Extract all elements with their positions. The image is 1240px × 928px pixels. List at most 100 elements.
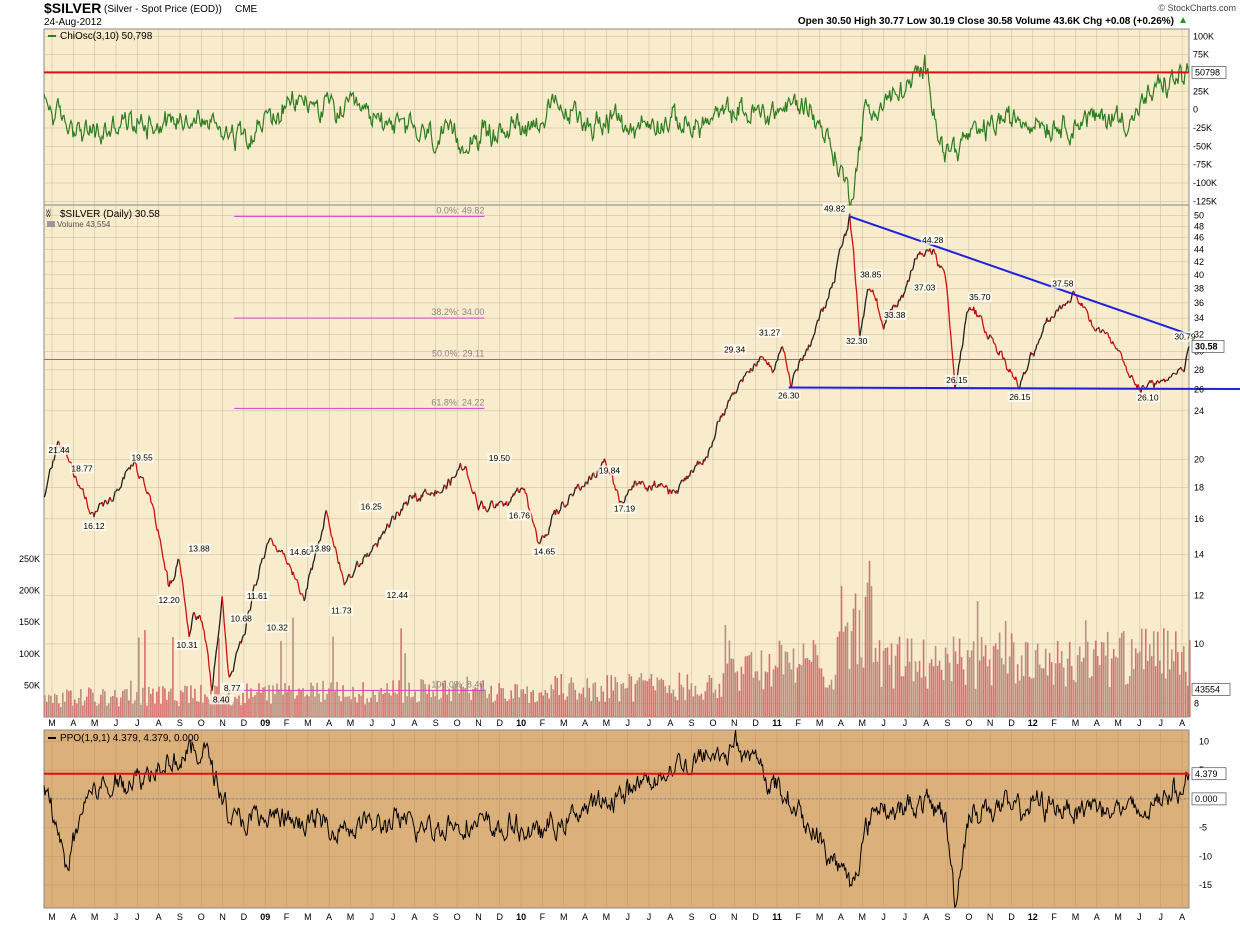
volume-bar xyxy=(970,650,973,717)
volume-bar xyxy=(766,672,769,717)
volume-bar xyxy=(1036,643,1039,717)
volume-bar xyxy=(450,701,452,717)
volume-bar xyxy=(496,694,498,717)
volume-bar xyxy=(760,650,763,717)
volume-bar xyxy=(526,686,529,717)
watermark: © StockCharts.com xyxy=(1158,3,1236,13)
x-tick-label: J xyxy=(647,718,652,728)
volume-bar xyxy=(704,691,707,717)
osc-y-tick: 0 xyxy=(1193,105,1198,115)
volume-bar xyxy=(906,638,909,717)
volume-bar xyxy=(292,617,294,717)
volume-bar xyxy=(284,682,286,717)
price-annotation: 13.89 xyxy=(310,543,332,553)
volume-bar xyxy=(860,657,863,717)
volume-bar xyxy=(618,701,621,717)
volume-bar xyxy=(816,655,819,717)
x-tick-label: M xyxy=(1114,718,1122,728)
volume-bar xyxy=(992,646,995,717)
volume-bar xyxy=(256,692,258,717)
volume-bar xyxy=(484,689,486,717)
volume-bar xyxy=(826,687,829,717)
fibonacci-retracement: 0.0%: 49.82 38.2%: 34.00 50.0%: 29.11 61.8%… xyxy=(44,205,1189,691)
annotation-bg xyxy=(245,591,270,602)
fib-level-label: 100.0%: 8.40 xyxy=(431,679,484,689)
volume-bar xyxy=(884,648,887,717)
volume-bar xyxy=(1082,657,1085,717)
volume-bar xyxy=(982,656,985,717)
volume-bar xyxy=(244,703,246,717)
volume-bar xyxy=(1176,652,1179,717)
x-tick-label: M xyxy=(858,718,866,728)
volume-bar xyxy=(946,653,949,717)
volume-bar xyxy=(706,682,709,717)
volume-bar xyxy=(154,703,156,717)
volume-bar xyxy=(672,689,675,717)
trendlines xyxy=(788,215,1240,391)
price-y-tick: 36 xyxy=(1194,298,1204,308)
volume-bar xyxy=(548,698,551,717)
volume-bar xyxy=(710,677,713,717)
volume-bar xyxy=(260,692,262,717)
volume-bar xyxy=(1080,661,1083,717)
volume-bar xyxy=(1186,685,1189,717)
fib-level-label: 38.2%: 34.00 xyxy=(431,307,484,317)
volume-bar xyxy=(176,700,178,717)
volume-bar xyxy=(382,694,384,717)
volume-bar xyxy=(364,704,366,717)
x-tick-label: M xyxy=(347,718,355,728)
volume-bar xyxy=(302,688,304,717)
volume-bar xyxy=(668,685,671,717)
volume-bar xyxy=(1180,651,1183,717)
price-line-down xyxy=(52,213,1185,691)
volume-bar xyxy=(420,679,422,717)
volume-bar xyxy=(462,687,464,717)
volume-bar xyxy=(108,703,110,717)
volume-bar xyxy=(384,692,386,717)
volume-bar xyxy=(386,683,388,717)
annotation-bg xyxy=(220,682,245,693)
volume-bar xyxy=(932,666,935,717)
volume-bar xyxy=(446,694,448,717)
volume-bar xyxy=(638,677,641,717)
price-y-tick: 24 xyxy=(1194,406,1204,416)
x-tick-label: O xyxy=(709,718,716,728)
volume-bar xyxy=(426,693,428,717)
volume-bar xyxy=(430,697,432,717)
volume-bar xyxy=(206,696,208,717)
volume-bar xyxy=(534,702,537,717)
volume-bar xyxy=(232,701,234,717)
annotation-bg xyxy=(882,310,907,321)
volume-bar xyxy=(870,586,873,717)
volume-bar xyxy=(832,689,835,717)
volume-bar xyxy=(576,699,579,717)
x-tick-label: M xyxy=(48,912,56,922)
volume-bar xyxy=(320,702,322,717)
volume-bar xyxy=(288,685,290,717)
volume-bar xyxy=(994,643,997,717)
volume-bar xyxy=(902,676,905,717)
x-tick-label: J xyxy=(625,912,630,922)
annotation-bg xyxy=(329,605,354,616)
volume-bar xyxy=(840,585,843,717)
annotation-bg xyxy=(1172,331,1197,342)
volume-bar xyxy=(894,655,897,717)
volume-bar xyxy=(322,680,324,717)
volume-bar xyxy=(1024,641,1027,717)
volume-bar xyxy=(1076,655,1079,717)
volume-bar xyxy=(354,697,356,717)
volume-y-tick: 150K xyxy=(19,617,40,627)
volume-bar xyxy=(788,662,791,717)
volume-bar xyxy=(272,685,274,717)
x-tick-label: M xyxy=(304,912,312,922)
price-y-tick: 28 xyxy=(1194,365,1204,375)
price-annotation: 26.15 xyxy=(946,375,968,385)
oscillator-legend-text: ChiOsc(3,10) 50,798 xyxy=(60,31,153,42)
x-tick-label: M xyxy=(560,718,568,728)
volume-bar xyxy=(806,657,809,717)
volume-bar xyxy=(820,668,823,717)
price-annotation: 31.27 xyxy=(759,327,781,337)
price-annotation: 29.34 xyxy=(724,344,746,354)
volume-bar xyxy=(158,686,160,717)
volume-bar xyxy=(352,686,354,717)
